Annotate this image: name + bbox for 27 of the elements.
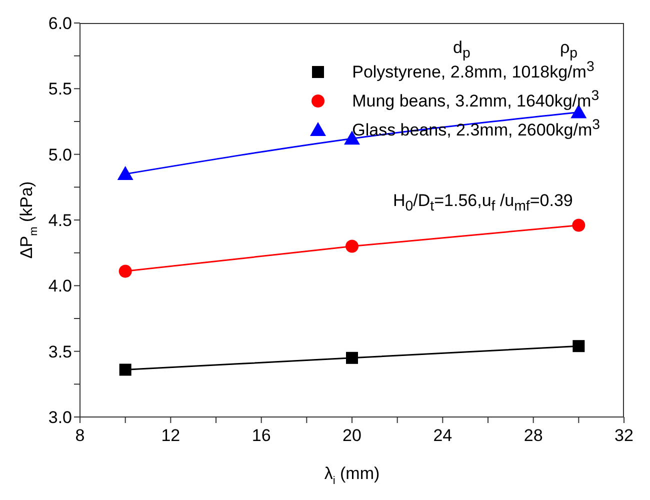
y-tick-label: 5.5 <box>48 80 72 99</box>
point <box>119 364 132 376</box>
point <box>117 166 134 180</box>
point <box>346 352 358 364</box>
x-tick-label: 8 <box>75 426 85 446</box>
text: H$_{0}$/D$_{t}$=1.56,u$_{f}$ /u$_{mf}$=0.39 <box>393 191 573 214</box>
y-tick-label: 3.5 <box>48 342 72 362</box>
point <box>572 340 585 352</box>
legend-label: Mung beans, 3.2mm, 1640kg/m$^{3}$ <box>352 88 600 112</box>
x-tick-label: 12 <box>161 426 180 446</box>
x-tick-label: 16 <box>252 426 271 446</box>
annotation: d$_{p}$ <box>453 38 470 62</box>
y-tick-label: 3.0 <box>48 408 72 428</box>
point <box>118 264 132 278</box>
y-tick-label: 5.0 <box>48 145 72 164</box>
y-tick-label: 6.0 <box>48 14 72 34</box>
x-tick-label: 28 <box>524 426 543 446</box>
point <box>572 218 586 232</box>
y-tick-label: 4.0 <box>48 276 72 296</box>
annotation: ρ$_{p}$ <box>560 38 578 62</box>
legend-label: Polystyrene, 2.8mm, 1018kg/m$^{3}$ <box>352 58 594 82</box>
x-tick-label: 24 <box>433 426 452 446</box>
x-axis-title: λ$_{i}$ (mm) <box>324 464 380 488</box>
y-tick-label: 4.5 <box>48 211 72 230</box>
point <box>346 240 358 253</box>
x-tick-label: 32 <box>614 426 634 446</box>
x-tick-label: 20 <box>342 426 362 446</box>
